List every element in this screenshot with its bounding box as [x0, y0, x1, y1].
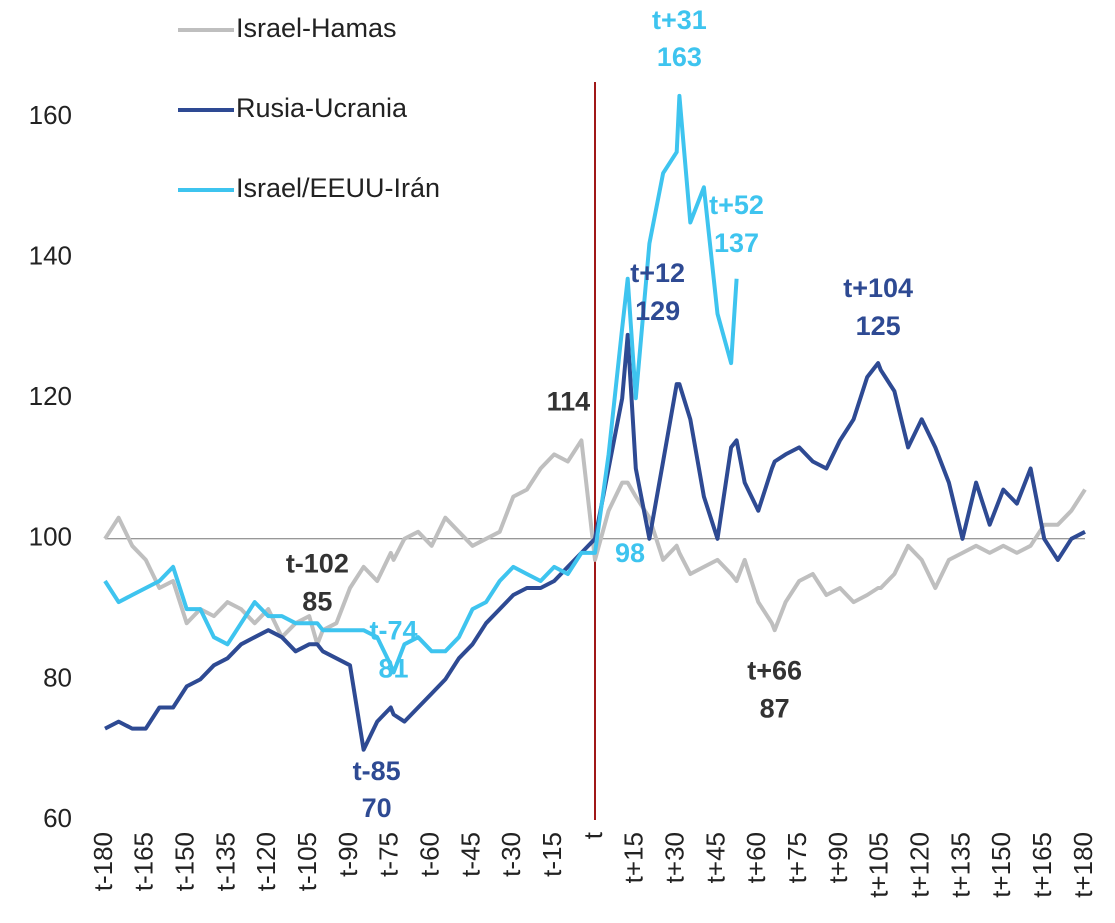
legend-label: Israel-Hamas — [236, 13, 397, 43]
x-tick-label: t — [578, 831, 608, 839]
x-tick-label: t-120 — [251, 832, 281, 891]
series-line — [104, 332, 1086, 752]
annotation-value: 163 — [657, 42, 702, 72]
x-tick-label: t-105 — [292, 832, 322, 891]
y-tick-label: 60 — [43, 803, 72, 833]
x-tick-label: t+120 — [905, 832, 935, 898]
x-tick-label: t+105 — [864, 832, 894, 898]
x-tick-label: t+15 — [619, 832, 649, 883]
series-line — [103, 93, 739, 675]
legend-label: Israel/EEUU-Irán — [236, 173, 440, 203]
annotation-label: t+31 — [652, 5, 707, 35]
x-tick-label: t+60 — [741, 832, 771, 883]
annotation-label: t-85 — [353, 756, 401, 786]
annotation-value: 87 — [760, 693, 790, 723]
legend-label: Rusia-Ucrania — [236, 93, 408, 123]
annotation-value: 98 — [615, 538, 645, 568]
y-tick-label: 120 — [29, 381, 72, 411]
annotation-value: 137 — [714, 228, 759, 258]
annotation-value: 129 — [635, 296, 680, 326]
annotation-label: t-102 — [286, 548, 349, 578]
annotation-label: t+12 — [630, 258, 685, 288]
x-tick-label: t-30 — [496, 832, 526, 877]
x-tick-label: t+180 — [1068, 832, 1098, 898]
x-tick-label: t-15 — [537, 832, 567, 877]
x-tick-label: t+135 — [945, 832, 975, 898]
annotation-value: 70 — [362, 793, 392, 823]
series-line — [103, 438, 1087, 647]
annotation-value: 81 — [379, 653, 409, 683]
x-tick-label: t-135 — [210, 832, 240, 891]
x-tick-label: t-165 — [129, 832, 159, 891]
x-tick-label: t-150 — [170, 832, 200, 891]
annotation-label: t+104 — [843, 273, 913, 303]
x-tick-label: t-180 — [88, 832, 118, 891]
y-tick-label: 140 — [29, 240, 72, 270]
x-tick-label: t-90 — [333, 832, 363, 877]
y-tick-label: 100 — [29, 522, 72, 552]
x-tick-label: t-45 — [455, 832, 485, 877]
annotation-value: 114 — [547, 387, 591, 417]
x-tick-label: t+75 — [782, 832, 812, 883]
y-tick-label: 160 — [29, 100, 72, 130]
annotation-value: 85 — [302, 586, 332, 616]
x-tick-label: t+30 — [660, 832, 690, 883]
x-tick-label: t+165 — [1027, 832, 1057, 898]
annotation-label: t+52 — [709, 190, 764, 220]
y-tick-label: 80 — [43, 662, 72, 692]
annotation-label: t+66 — [747, 655, 802, 685]
x-tick-label: t-60 — [415, 832, 445, 877]
x-tick-label: t+90 — [823, 832, 853, 883]
annotation-value: 125 — [856, 311, 901, 341]
x-tick-label: t-75 — [374, 832, 404, 877]
x-tick-label: t+150 — [986, 832, 1016, 898]
x-tick-label: t+45 — [700, 832, 730, 883]
annotation-label: t-74 — [370, 615, 418, 645]
